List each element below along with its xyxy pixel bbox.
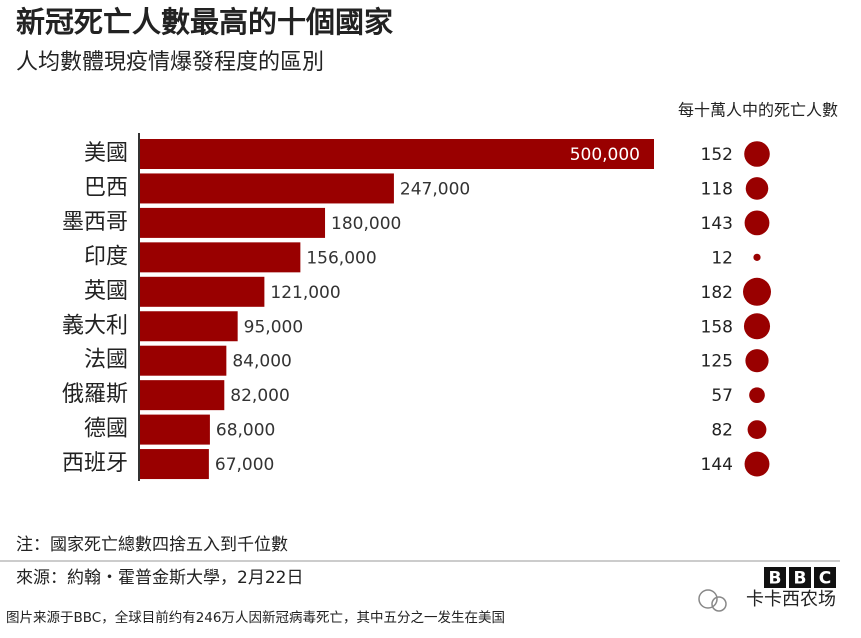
category-label: 墨西哥 xyxy=(62,210,128,235)
per-capita-label: 143 xyxy=(701,214,733,234)
value-label: 247,000 xyxy=(400,179,470,199)
per-capita-bubble xyxy=(744,141,770,167)
category-label: 法國 xyxy=(84,348,128,373)
value-label: 84,000 xyxy=(232,352,291,372)
bar xyxy=(140,173,394,204)
logo-box xyxy=(814,567,836,588)
per-capita-label: 158 xyxy=(701,317,733,337)
caption: 图片来源于BBC，全球目前约有246万人因新冠病毒死亡，其中五分之一发生在美国 xyxy=(6,609,505,626)
logo-letter: C xyxy=(819,569,831,589)
per-capita-bubble xyxy=(743,277,771,306)
category-label: 義大利 xyxy=(62,313,128,338)
per-capita-bubble xyxy=(743,313,771,340)
per-capita-label: 12 xyxy=(711,248,733,268)
bar xyxy=(140,380,225,411)
value-label: 95,000 xyxy=(244,317,303,337)
category-label: 俄羅斯 xyxy=(62,382,128,407)
per-capita-label: 125 xyxy=(701,352,733,372)
per-capita-bubble xyxy=(749,387,765,403)
bar xyxy=(140,345,227,376)
category-label: 美國 xyxy=(84,141,128,166)
value-label: 82,000 xyxy=(230,386,289,406)
chart-subtitle: 人均數體現疫情爆發程度的區別 xyxy=(16,50,324,75)
per-capita-header: 每十萬人中的死亡人數 xyxy=(678,101,838,120)
per-capita-label: 118 xyxy=(701,179,733,199)
watermark-icon xyxy=(698,589,727,612)
per-capita-label: 82 xyxy=(711,421,733,441)
bar xyxy=(140,414,210,445)
bar xyxy=(140,139,654,169)
value-label: 121,000 xyxy=(270,283,340,303)
value-label: 500,000 xyxy=(570,145,640,165)
per-capita-label: 152 xyxy=(701,145,733,165)
chart-title: 新冠死亡人數最高的十個國家 xyxy=(16,5,393,39)
bar xyxy=(140,207,326,238)
logo-box xyxy=(789,567,811,588)
per-capita-bubble xyxy=(753,253,761,261)
note: 注：國家死亡總數四捨五入到千位數 xyxy=(16,535,288,555)
watermark: 卡卡西农场 xyxy=(746,589,836,610)
per-capita-bubble xyxy=(747,420,767,439)
category-label: 英國 xyxy=(84,279,128,304)
category-label: 西班牙 xyxy=(62,451,128,476)
bar xyxy=(140,311,238,342)
category-label: 德國 xyxy=(84,417,128,442)
value-label: 180,000 xyxy=(331,214,401,234)
per-capita-label: 144 xyxy=(701,455,733,475)
logo-letter: B xyxy=(794,569,807,589)
per-capita-label: 182 xyxy=(701,283,733,303)
category-label: 巴西 xyxy=(84,175,128,200)
bar xyxy=(140,449,209,480)
category-label: 印度 xyxy=(84,244,128,269)
per-capita-bubble xyxy=(745,349,769,373)
per-capita-bubble xyxy=(744,451,770,477)
value-label: 68,000 xyxy=(216,421,275,441)
per-capita-label: 57 xyxy=(711,386,733,406)
per-capita-bubble xyxy=(745,177,769,200)
logo-letter: B xyxy=(769,569,782,589)
bar xyxy=(140,276,265,307)
bar xyxy=(140,242,301,273)
source: 來源：約翰・霍普金斯大學，2月22日 xyxy=(16,568,303,588)
per-capita-bubble xyxy=(744,210,770,236)
value-label: 67,000 xyxy=(215,455,274,475)
value-label: 156,000 xyxy=(306,248,376,268)
logo-box xyxy=(764,567,786,588)
